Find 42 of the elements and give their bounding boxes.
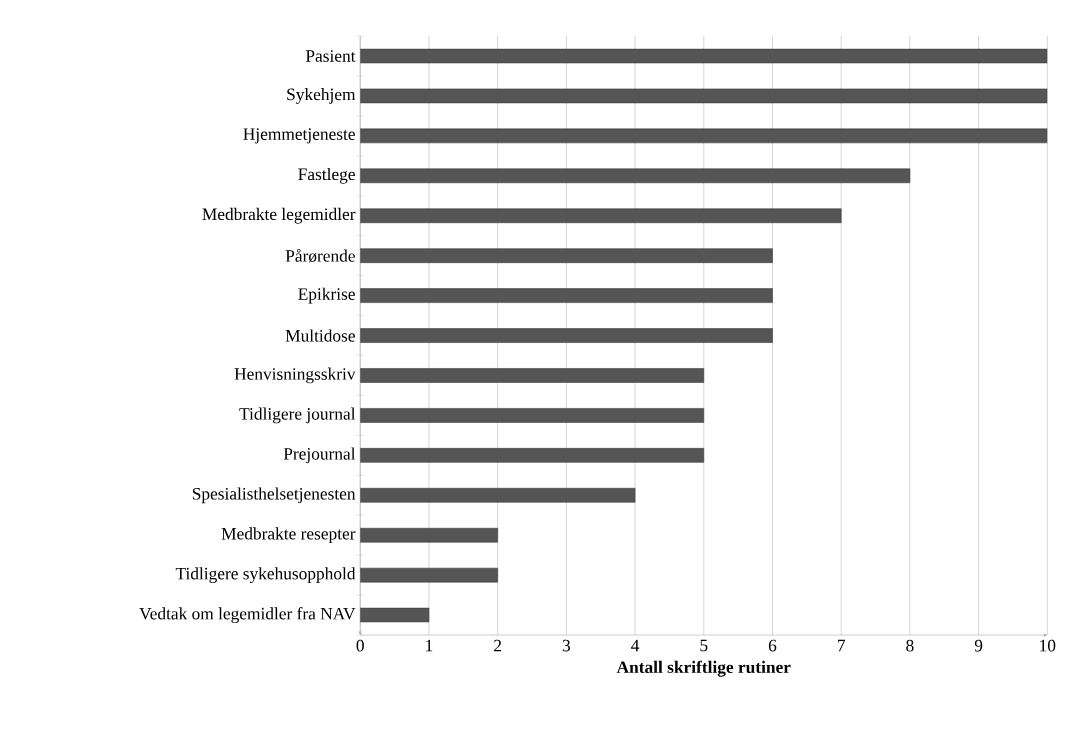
x-tick-label: 6 (768, 639, 777, 652)
y-tick-label: Fastlege (298, 167, 355, 184)
y-tick-label: Spesialisthelsetjenesten (192, 487, 356, 503)
bar (360, 527, 498, 543)
y-tick-label: Sykehjem (287, 87, 356, 104)
x-tick-label: 7 (838, 639, 846, 651)
y-tick-label: Medbrakte legemidler (202, 207, 356, 224)
x-tick-label: 5 (700, 639, 708, 652)
bar (360, 447, 705, 463)
y-tick-label: Tidligere journal (239, 407, 356, 424)
x-tick-label: 9 (974, 639, 983, 652)
x-axis-title: Antall skriftlige rutiner (616, 660, 791, 677)
x-tick-label: 8 (906, 639, 914, 652)
y-tick-label: Tidligere sykehusopphold (175, 567, 356, 583)
y-tick-label: Prejournal (283, 447, 356, 463)
bar (360, 48, 1048, 64)
bar (360, 288, 773, 303)
bar (360, 128, 1048, 143)
x-tick-label: 3 (562, 639, 571, 652)
x-tick-label: 0 (356, 639, 364, 652)
y-tick-label: Henvisningsskriv (234, 367, 356, 384)
bar (360, 607, 430, 623)
y-tick-label: Medbrakte resepter (221, 527, 356, 543)
bar (360, 407, 705, 423)
bar (360, 487, 636, 503)
x-tick-label: 4 (631, 639, 640, 651)
bar (360, 88, 1048, 103)
bar (360, 208, 842, 223)
bar (360, 567, 498, 583)
bar (360, 328, 773, 343)
y-tick-label: Pasient (305, 49, 356, 62)
y-tick-label: Multidose (285, 329, 355, 342)
x-tick-label: 1 (426, 639, 433, 652)
y-tick-label: Vedtak om legemidler fra NAV (139, 606, 356, 623)
y-tick-label: Epikrise (298, 287, 355, 304)
y-tick-label: Pårørende (285, 248, 355, 263)
x-tick-label: 2 (494, 639, 502, 652)
bar (360, 248, 773, 263)
y-tick-label: Hjemmetjeneste (243, 128, 355, 144)
bar (360, 367, 705, 383)
x-tick-label: 10 (1040, 639, 1056, 652)
bar (360, 168, 911, 183)
